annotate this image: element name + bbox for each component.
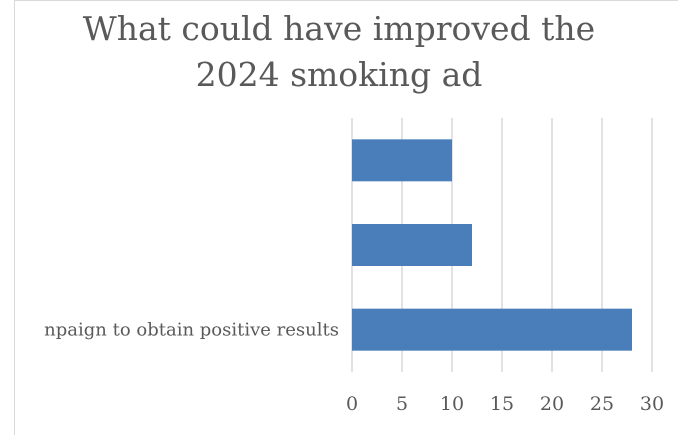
x-tick-label-2: 10	[440, 393, 464, 415]
x-tick-label-0: 0	[346, 393, 358, 415]
chart-frame	[14, 0, 678, 435]
chart-title-line-1: What could have improved the	[82, 9, 596, 48]
x-tick-label-5: 25	[590, 393, 614, 415]
bars	[352, 139, 632, 351]
bar-0	[352, 139, 452, 182]
category-label-2: npaign to obtain positive results	[44, 320, 339, 341]
x-tick-label-1: 5	[396, 393, 408, 415]
category-labels: npaign to obtain positive results	[44, 320, 339, 341]
x-tick-label-4: 20	[540, 393, 564, 415]
chart-title: What could have improved the 2024 smokin…	[0, 6, 678, 98]
chart-title-line-2: 2024 smoking ad	[195, 55, 483, 94]
x-axis-tick-labels: 0 5 10 15 20 25 30	[346, 393, 664, 415]
x-tick-label-3: 15	[490, 393, 514, 415]
bar-1	[352, 224, 472, 266]
bar-2	[352, 308, 632, 351]
x-tick-label-6: 30	[640, 393, 664, 415]
